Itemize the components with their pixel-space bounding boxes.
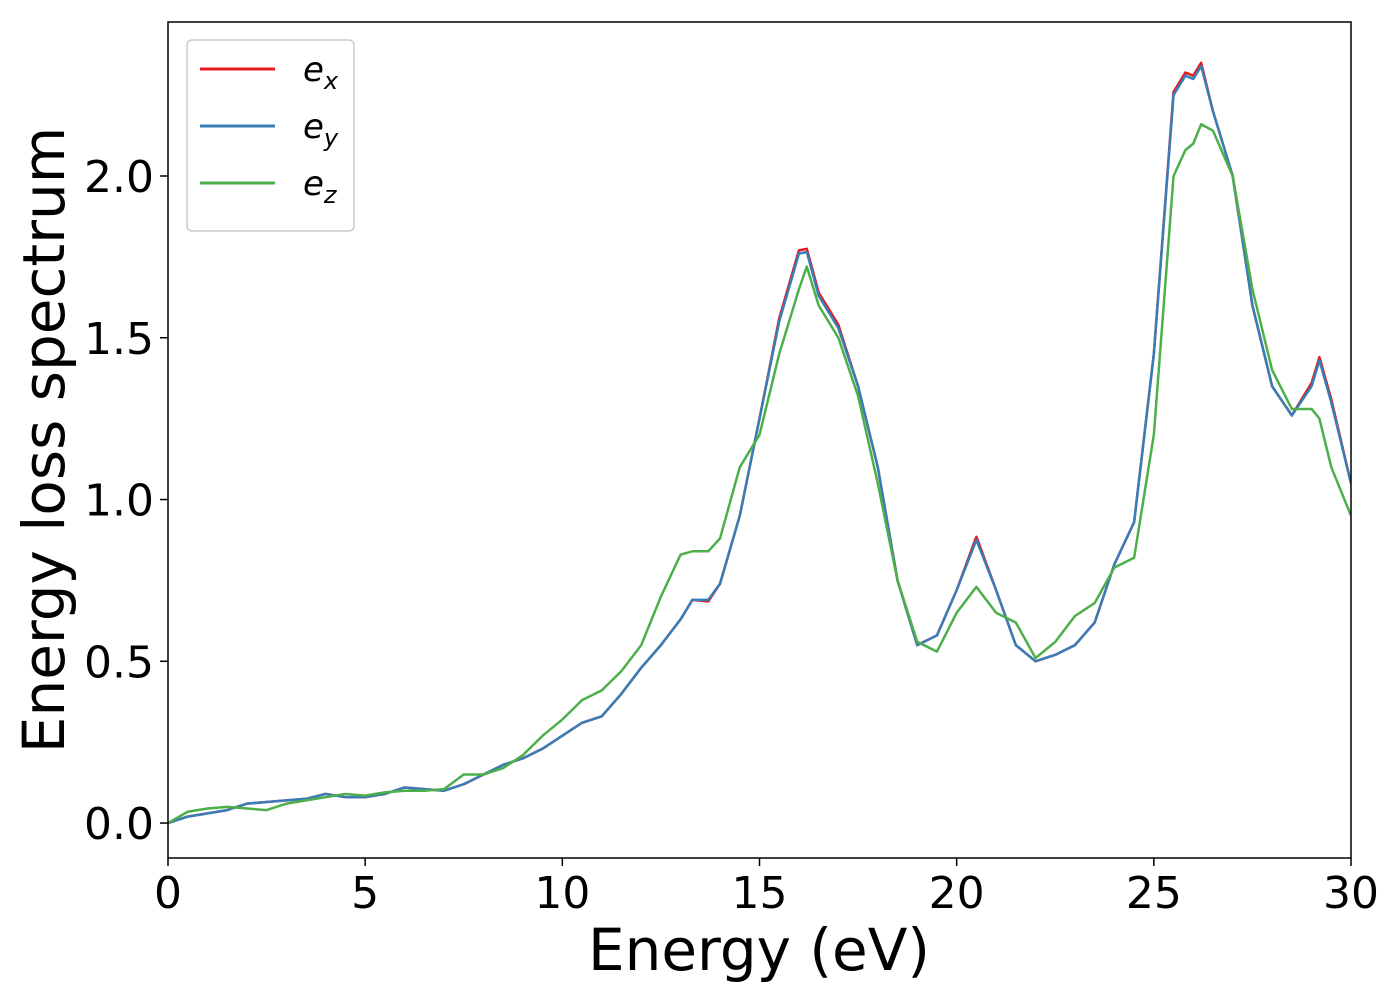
x-tick-label: 30 [1323,868,1379,919]
x-axis-label: Energy (eV) [588,916,930,984]
x-tick-label: 25 [1126,868,1182,919]
y-tick-label: 0.0 [84,799,154,850]
x-tick-label: 5 [351,868,379,919]
x-tick-label: 15 [732,868,788,919]
legend-label: ey [303,107,339,152]
plot-frame [167,21,1352,859]
x-tick-label: 20 [929,868,985,919]
y-tick-label: 2.0 [84,152,154,203]
y-tick-label: 1.0 [84,476,154,527]
legend-label: ez [303,164,338,209]
x-tick-label: 10 [534,868,590,919]
legend: ex ey ez [186,39,355,232]
y-tick-label: 1.5 [84,314,154,365]
y-tick-label: 0.5 [84,637,154,688]
y-axis-label: Energy loss spectrum [10,127,78,753]
series-line [168,122,1351,825]
legend-label: ex [303,50,339,95]
series-line [168,64,1351,825]
x-tick-label: 0 [154,868,182,919]
